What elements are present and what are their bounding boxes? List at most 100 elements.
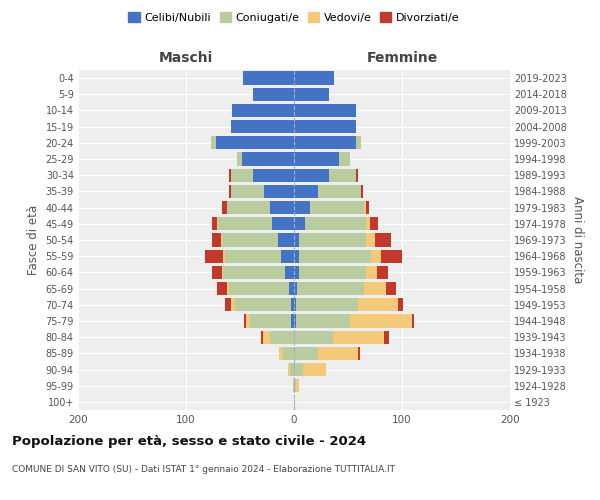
Bar [294,185,318,198]
Bar [250,314,291,328]
Bar [244,314,247,328]
Bar [294,168,329,182]
Text: Maschi: Maschi [159,51,213,65]
Bar [260,330,263,344]
Bar [286,266,294,279]
Text: Femmine: Femmine [367,51,437,65]
Bar [281,250,294,263]
Bar [294,72,334,85]
Bar [243,72,294,85]
Bar [223,266,286,279]
Bar [412,314,414,328]
Bar [227,201,270,214]
Y-axis label: Fasce di età: Fasce di età [27,205,40,275]
Bar [296,314,350,328]
Text: Popolazione per età, sesso e stato civile - 2024: Popolazione per età, sesso e stato civil… [12,435,366,448]
Bar [340,152,350,166]
Bar [294,152,340,166]
Bar [329,168,356,182]
Bar [229,282,289,295]
Bar [350,314,412,328]
Bar [225,250,281,263]
Bar [290,363,294,376]
Bar [364,201,367,214]
Bar [367,201,368,214]
Bar [247,314,250,328]
Bar [294,346,318,360]
Bar [358,346,360,360]
Bar [217,282,227,295]
Bar [299,266,367,279]
Bar [218,217,272,230]
Bar [364,282,386,295]
Bar [205,250,223,263]
Bar [358,298,398,312]
Bar [291,298,294,312]
Bar [253,88,294,101]
Bar [221,201,227,214]
Bar [296,379,299,392]
Bar [294,314,296,328]
Bar [294,363,302,376]
Bar [398,298,403,312]
Bar [232,168,253,182]
Bar [294,330,333,344]
Bar [221,266,223,279]
Bar [237,152,242,166]
Bar [270,330,294,344]
Bar [383,330,389,344]
Bar [370,217,378,230]
Bar [242,152,294,166]
Bar [296,298,358,312]
Bar [216,136,294,149]
Bar [382,250,402,263]
Bar [367,217,370,230]
Bar [294,217,305,230]
Bar [375,234,391,246]
Bar [297,282,364,295]
Bar [278,234,294,246]
Bar [279,346,283,360]
Bar [229,168,232,182]
Bar [294,282,297,295]
Bar [377,266,388,279]
Bar [287,363,290,376]
Bar [235,298,291,312]
Bar [212,217,217,230]
Bar [272,217,294,230]
Bar [294,298,296,312]
Bar [294,266,299,279]
Bar [294,201,310,214]
Bar [217,217,218,230]
Bar [263,330,270,344]
Bar [299,250,371,263]
Bar [264,185,294,198]
Bar [386,282,395,295]
Bar [212,266,221,279]
Bar [294,250,299,263]
Bar [302,363,326,376]
Bar [294,120,356,134]
Bar [294,379,296,392]
Bar [294,234,299,246]
Bar [299,234,367,246]
Bar [294,396,295,408]
Bar [371,250,382,263]
Bar [367,234,375,246]
Bar [305,217,367,230]
Bar [318,185,361,198]
Bar [227,282,229,295]
Bar [291,314,294,328]
Bar [270,201,294,214]
Bar [232,104,294,117]
Bar [253,168,294,182]
Y-axis label: Anni di nascita: Anni di nascita [571,196,584,284]
Bar [356,136,361,149]
Bar [229,185,232,198]
Bar [232,298,235,312]
Bar [211,136,216,149]
Bar [367,266,377,279]
Bar [318,346,358,360]
Bar [221,234,278,246]
Bar [283,346,294,360]
